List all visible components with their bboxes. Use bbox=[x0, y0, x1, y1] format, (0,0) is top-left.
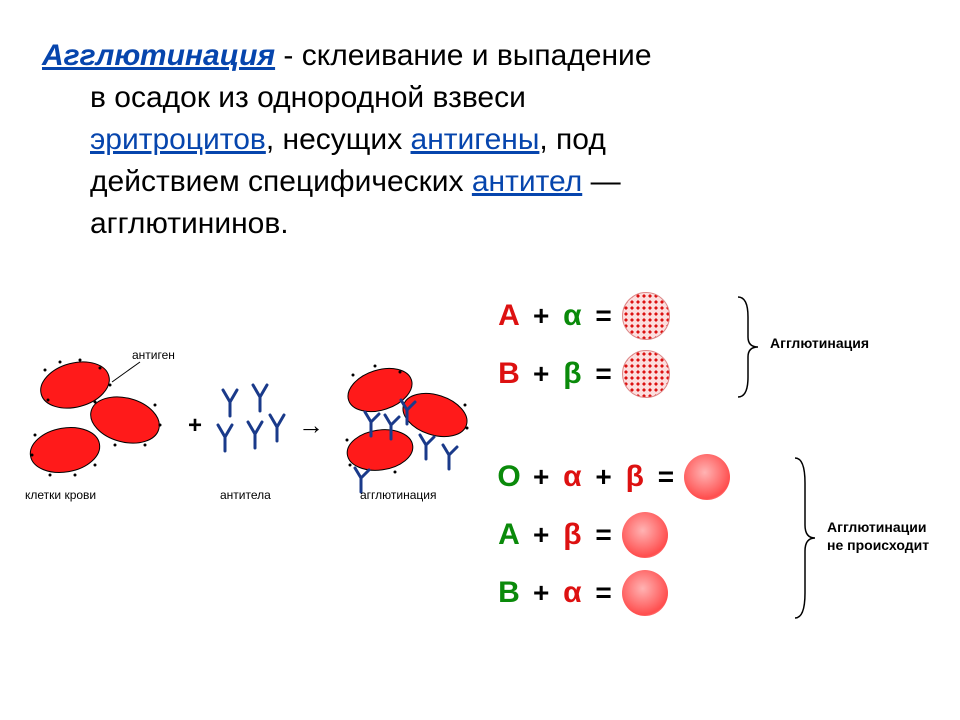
antibody-greek: β bbox=[559, 518, 585, 552]
equals-icon: = bbox=[658, 461, 674, 493]
eq-row-A-beta: A + β = bbox=[495, 509, 945, 561]
antigen-letter: A bbox=[495, 299, 523, 333]
equals-icon: = bbox=[595, 358, 611, 390]
def-line3-mid: , несущих bbox=[266, 123, 411, 156]
equals-icon: = bbox=[595, 519, 611, 551]
plus-icon: + bbox=[595, 461, 611, 493]
label-antigen: антиген bbox=[132, 348, 175, 362]
antigen-letter: O bbox=[495, 460, 523, 494]
no-agglutination-result-icon bbox=[622, 512, 668, 558]
agglutination-result-icon bbox=[622, 292, 670, 340]
term-agglutination: Агглютинация bbox=[42, 39, 275, 72]
def-line4-post: — bbox=[582, 165, 620, 198]
label-no-agglutination-2: не происходит bbox=[827, 537, 929, 553]
def-line4-pre: действием специфических bbox=[90, 165, 472, 198]
eq-row-B-beta: B + β = bbox=[495, 348, 945, 400]
antibody-greek: α bbox=[559, 576, 585, 610]
def-line5: агглютининов. bbox=[42, 203, 922, 245]
definition-text: Агглютинация - склеивание и выпадение в … bbox=[42, 35, 922, 245]
antigen-letter: B bbox=[495, 576, 523, 610]
bracket-icon bbox=[733, 292, 763, 402]
blood-cells-icon bbox=[20, 350, 170, 510]
no-agglutination-group: O + α + β = A + β = B + α = Агглютинации… bbox=[495, 451, 945, 619]
def-line3-post: , под bbox=[539, 123, 605, 156]
no-agglutination-result-icon bbox=[684, 454, 730, 500]
equals-icon: = bbox=[595, 300, 611, 332]
link-antigens[interactable]: антигены bbox=[411, 123, 540, 156]
plus-icon: + bbox=[188, 412, 202, 440]
label-antibodies: антитела bbox=[220, 488, 271, 502]
eq-row-A-alpha: A + α = bbox=[495, 290, 945, 342]
antibody-greek: β bbox=[559, 357, 585, 391]
antibody-greek-2: β bbox=[622, 460, 648, 494]
plus-icon: + bbox=[533, 577, 549, 609]
agglutination-result-icon bbox=[622, 350, 670, 398]
link-erythrocytes[interactable]: эритроцитов bbox=[90, 123, 266, 156]
label-agglutination: Агглютинация bbox=[770, 335, 869, 351]
plus-icon: + bbox=[533, 519, 549, 551]
label-blood-cells: клетки крови bbox=[25, 488, 96, 502]
eq-row-B-alpha: B + α = bbox=[495, 567, 945, 619]
agglutination-cluster-icon bbox=[325, 350, 485, 510]
plus-icon: + bbox=[533, 300, 549, 332]
antibodies-icon bbox=[208, 380, 288, 470]
agglutination-mini-diagram: антиген клетки крови + антитела → bbox=[20, 340, 490, 550]
antibody-greek: α bbox=[559, 460, 585, 494]
antigen-letter: B bbox=[495, 357, 523, 391]
plus-icon: + bbox=[533, 461, 549, 493]
equations-block: A + α = B + β = Агглютинация O + α + β = bbox=[495, 290, 945, 625]
link-antibodies[interactable]: антител bbox=[472, 165, 582, 198]
plus-icon: + bbox=[533, 358, 549, 390]
eq-row-O-alpha-beta: O + α + β = bbox=[495, 451, 945, 503]
no-agglutination-result-icon bbox=[622, 570, 668, 616]
bracket-icon bbox=[790, 453, 820, 623]
agglutination-group: A + α = B + β = Агглютинация bbox=[495, 290, 945, 400]
antigen-letter: A bbox=[495, 518, 523, 552]
arrow-icon: → bbox=[298, 410, 324, 441]
equals-icon: = bbox=[595, 577, 611, 609]
def-part1: - склеивание и выпадение bbox=[275, 39, 651, 72]
label-no-agglutination-1: Агглютинации bbox=[827, 519, 926, 535]
label-agglutination: агглютинация bbox=[360, 488, 436, 502]
def-line2-pre: в осадок из однородной взвеси bbox=[90, 81, 526, 114]
antibody-greek: α bbox=[559, 299, 585, 333]
